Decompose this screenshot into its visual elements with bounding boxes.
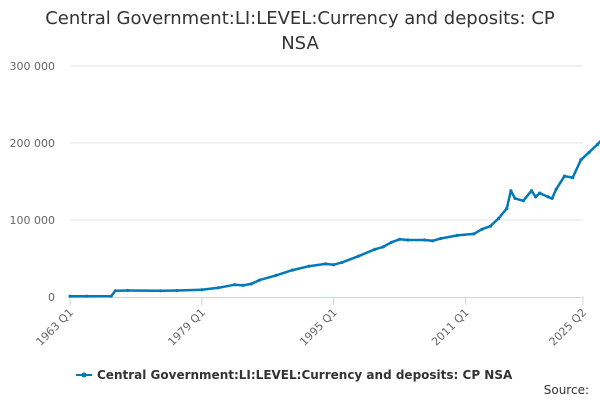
x-axis: 1963 Q1 1979 Q1 1995 Q1 2011 Q1 2025 Q2 bbox=[34, 297, 590, 349]
data-point bbox=[356, 254, 360, 258]
data-point bbox=[550, 196, 554, 200]
data-point bbox=[332, 263, 336, 267]
data-point bbox=[546, 195, 550, 199]
data-point bbox=[595, 142, 600, 147]
data-point bbox=[562, 174, 567, 178]
plot-area bbox=[68, 139, 600, 298]
data-point bbox=[538, 191, 542, 195]
x-tick-label: 2011 Q1 bbox=[429, 306, 472, 349]
legend[interactable]: Central Government:LI:LEVEL:Currency and… bbox=[76, 368, 513, 382]
legend-marker-icon bbox=[81, 372, 87, 378]
data-point bbox=[505, 206, 509, 210]
data-point bbox=[290, 268, 295, 272]
x-tick-label: 1995 Q1 bbox=[297, 306, 340, 349]
data-point bbox=[513, 196, 517, 200]
data-point bbox=[84, 294, 89, 298]
data-point bbox=[257, 278, 262, 282]
data-point bbox=[159, 289, 163, 293]
x-tick-label: 1979 Q1 bbox=[165, 306, 208, 349]
data-point bbox=[472, 232, 476, 236]
data-point bbox=[480, 227, 484, 231]
data-point bbox=[455, 233, 459, 237]
y-tick-label: 0 bbox=[48, 291, 55, 304]
x-tick-label: 1963 Q1 bbox=[34, 306, 77, 349]
data-point bbox=[381, 245, 385, 249]
chart-title: Central Government:LI:LEVEL:Currency and… bbox=[45, 8, 555, 54]
data-point bbox=[175, 288, 179, 293]
data-point bbox=[571, 176, 575, 180]
data-point bbox=[406, 238, 410, 242]
data-point bbox=[216, 286, 220, 290]
data-point bbox=[488, 224, 492, 228]
data-point bbox=[389, 240, 393, 244]
data-point bbox=[554, 187, 558, 191]
data-point bbox=[373, 247, 377, 251]
data-point bbox=[439, 236, 443, 241]
data-point bbox=[307, 264, 311, 268]
y-tick-label: 300 000 bbox=[10, 60, 56, 73]
data-point bbox=[113, 289, 117, 293]
y-axis: 0 100 000 200 000 300 000 bbox=[10, 60, 56, 304]
data-point bbox=[534, 195, 538, 199]
data-point bbox=[233, 283, 237, 287]
chart-title-line-1: Central Government:LI:LEVEL:Currency and… bbox=[45, 8, 555, 29]
data-point bbox=[422, 238, 426, 242]
data-point bbox=[521, 199, 525, 203]
data-point bbox=[241, 283, 245, 287]
y-tick-label: 200 000 bbox=[10, 137, 56, 150]
data-point bbox=[200, 288, 204, 292]
chart-title-line-2: NSA bbox=[281, 33, 319, 54]
data-point bbox=[529, 189, 534, 193]
data-point bbox=[431, 239, 435, 243]
data-point bbox=[509, 189, 513, 193]
data-point bbox=[274, 273, 278, 277]
data-point bbox=[496, 216, 501, 221]
data-point bbox=[126, 288, 130, 293]
y-tick-label: 100 000 bbox=[10, 214, 56, 227]
grid bbox=[70, 65, 583, 221]
source-label: Source: bbox=[544, 383, 589, 397]
data-point bbox=[579, 158, 583, 162]
data-point bbox=[587, 150, 591, 154]
data-point bbox=[68, 294, 72, 298]
x-tick-label: 2025 Q2 bbox=[547, 306, 590, 349]
legend-item-label: Central Government:LI:LEVEL:Currency and… bbox=[97, 368, 513, 382]
data-point bbox=[323, 262, 328, 266]
data-point bbox=[398, 237, 402, 241]
data-point bbox=[109, 294, 113, 298]
data-point bbox=[249, 282, 253, 286]
data-point bbox=[340, 260, 344, 264]
